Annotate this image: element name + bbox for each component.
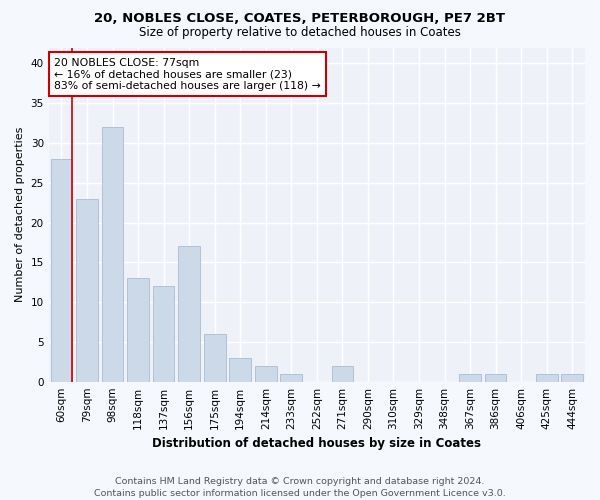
Bar [50,159,72,382]
Bar [255,366,277,382]
Bar [76,198,98,382]
Bar [536,374,557,382]
Text: Size of property relative to detached houses in Coates: Size of property relative to detached ho… [139,26,461,39]
Bar [101,127,124,382]
Text: 20, NOBLES CLOSE, COATES, PETERBOROUGH, PE7 2BT: 20, NOBLES CLOSE, COATES, PETERBOROUGH, … [95,12,505,26]
Text: 20 NOBLES CLOSE: 77sqm
← 16% of detached houses are smaller (23)
83% of semi-det: 20 NOBLES CLOSE: 77sqm ← 16% of detached… [54,58,321,90]
Bar [280,374,302,382]
X-axis label: Distribution of detached houses by size in Coates: Distribution of detached houses by size … [152,437,481,450]
Y-axis label: Number of detached properties: Number of detached properties [15,127,25,302]
Bar [332,366,353,382]
Bar [153,286,175,382]
Bar [485,374,506,382]
Bar [178,246,200,382]
Bar [204,334,226,382]
Text: Contains HM Land Registry data © Crown copyright and database right 2024.
Contai: Contains HM Land Registry data © Crown c… [94,476,506,498]
Bar [229,358,251,382]
Bar [562,374,583,382]
Bar [127,278,149,382]
Bar [459,374,481,382]
